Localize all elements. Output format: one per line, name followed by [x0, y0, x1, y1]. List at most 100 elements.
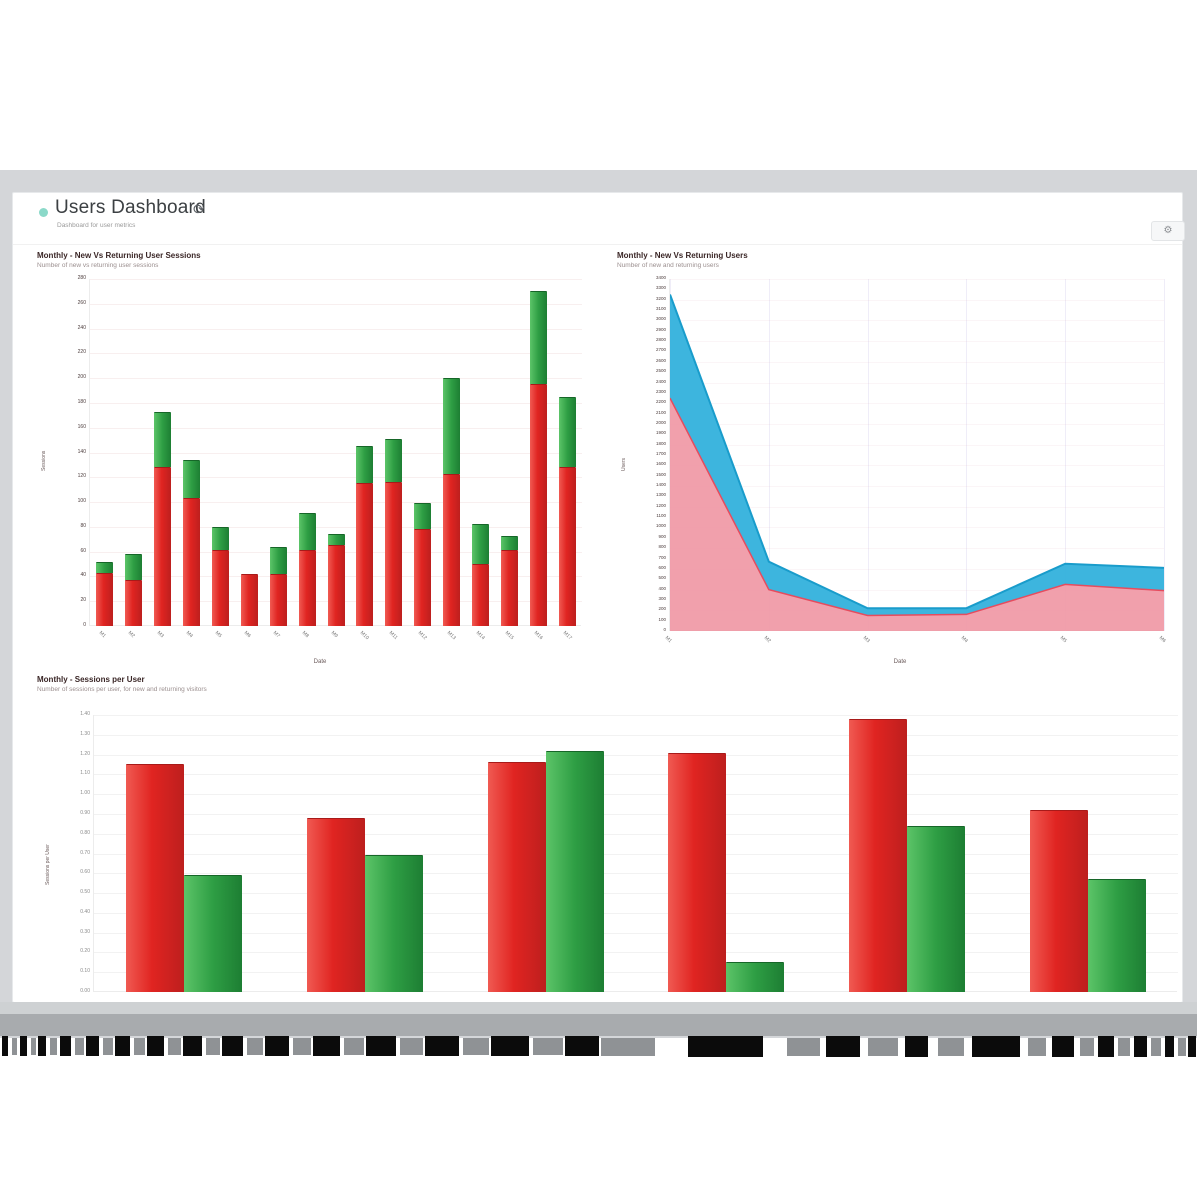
bottom-artifact-block — [313, 1036, 340, 1056]
bar-segment-red — [385, 482, 403, 626]
x-tick-label: M14 — [474, 630, 486, 642]
x-tick-label: M2 — [762, 635, 772, 645]
h-gridline — [94, 794, 1178, 796]
bottom-artifact-block — [247, 1038, 263, 1055]
y-tick-label: 3300 — [655, 285, 666, 291]
x-tick-label: M2 — [127, 630, 137, 640]
settings-button[interactable]: ⚙ — [1151, 221, 1185, 241]
bottom-artifact-block — [366, 1036, 396, 1056]
y-tick-label: 100 — [77, 498, 86, 505]
y-tick-label: 2100 — [655, 409, 666, 415]
h-gridline — [94, 715, 1178, 716]
bottom-artifact-block — [147, 1036, 164, 1056]
y-tick-label: 1.10 — [80, 770, 90, 777]
x-tick-label: M6 — [242, 630, 253, 640]
bottom-artifact-block — [60, 1036, 71, 1056]
y-axis-title: Sessions per User — [45, 844, 51, 885]
y-tick-label: 220 — [77, 349, 86, 356]
grouped-bar-red — [849, 718, 907, 992]
bottom-artifact-block — [972, 1036, 1020, 1057]
h-gridline — [94, 932, 1178, 934]
h-gridline — [90, 303, 582, 305]
bar-segment-red — [472, 564, 490, 626]
x-tick-label: M1 — [663, 635, 673, 645]
bottom-artifact-block — [826, 1036, 860, 1057]
bottom-artifact-block — [1028, 1038, 1046, 1056]
dashboard-card: Users Dashboard ⟳ Dashboard for user met… — [12, 192, 1185, 1003]
gear-icon: ⚙ — [1163, 225, 1173, 236]
y-tick-label: 0.30 — [80, 928, 90, 935]
y-tick-label: 0 — [663, 627, 666, 632]
y-tick-label: 800 — [658, 544, 666, 550]
v-gridline — [867, 279, 869, 631]
grouped-bar-red — [1029, 809, 1088, 992]
y-tick-label: 1.20 — [80, 750, 90, 757]
y-tick-label: 3000 — [655, 316, 666, 322]
bottom-artifact-block — [75, 1038, 84, 1055]
h-gridline — [90, 353, 582, 355]
bar-segment-red — [95, 572, 113, 626]
bottom-artifact-block — [344, 1038, 364, 1055]
bottom-artifact-block — [938, 1038, 964, 1056]
x-axis-title: Date — [893, 659, 907, 665]
y-tick-label: 0.10 — [80, 968, 90, 975]
grouped-bar-green — [365, 855, 423, 992]
grouped-bar-green — [1087, 879, 1146, 992]
bottom-bar[interactable] — [0, 1014, 1197, 1036]
bar-segment-green — [124, 554, 142, 581]
x-tick-label: M3 — [156, 630, 166, 640]
bar-segment-red — [356, 483, 374, 626]
bottom-artifact-block — [31, 1038, 36, 1055]
grouped-bar-green — [545, 750, 604, 992]
page-title: Users Dashboard — [55, 197, 206, 218]
y-tick-label: 2000 — [655, 419, 666, 425]
bottom-artifact-block — [265, 1036, 289, 1056]
h-gridline — [90, 477, 582, 479]
h-gridline — [94, 754, 1178, 756]
grouped-bar-green — [184, 875, 243, 992]
y-tick-label: 1700 — [655, 451, 666, 456]
h-gridline — [90, 402, 582, 404]
x-tick-label: M5 — [213, 630, 224, 640]
bottom-artifact-block — [1118, 1038, 1130, 1056]
refresh-icon[interactable]: ⟳ — [193, 201, 205, 217]
v-gridline — [768, 279, 770, 631]
bottom-artifact-block — [787, 1038, 820, 1056]
bottom-artifact-block — [222, 1036, 243, 1056]
h-gridline — [90, 328, 582, 330]
y-tick-label: 3100 — [655, 306, 666, 312]
plot-area: 0 100 200 300 400 500 600 700 800 900 1000 1100 1200… — [656, 275, 1167, 644]
y-tick-label: 2600 — [655, 357, 666, 363]
bottom-artifact-block — [293, 1038, 311, 1055]
x-tick-label: M15 — [503, 630, 515, 642]
h-gridline — [90, 502, 582, 504]
bar-segment-green — [153, 411, 171, 468]
chart-title: Monthly - Sessions per User — [37, 675, 145, 684]
bottom-artifact-block — [115, 1036, 130, 1056]
v-gridline — [966, 279, 968, 631]
bar-segment-red — [559, 467, 577, 626]
y-tick-label: 0.40 — [80, 908, 90, 915]
bar-segment-red — [298, 550, 316, 626]
grouped-bar-red — [307, 817, 365, 992]
stacked-area-svg — [670, 294, 1164, 631]
y-tick-label: 1300 — [655, 492, 666, 498]
bottom-artifact-block — [463, 1038, 489, 1055]
bar-segment-green — [443, 378, 461, 474]
y-tick-label: 500 — [658, 575, 666, 581]
bar-segment-green — [530, 291, 548, 385]
y-tick-label: 1800 — [655, 440, 666, 446]
bottom-artifact-block — [183, 1036, 202, 1056]
y-tick-label: 300 — [658, 595, 666, 601]
status-dot — [39, 208, 48, 217]
grouped-bar-green — [907, 825, 965, 992]
chart-subtitle: Number of new vs returning user sessions — [37, 262, 159, 269]
bottom-scroll-strip — [0, 1002, 1197, 1014]
bar-segment-red — [269, 573, 287, 626]
bottom-artifact-block — [601, 1038, 655, 1056]
y-tick-label: 0.50 — [80, 889, 90, 896]
y-tick-label: 40 — [80, 572, 86, 579]
y-tick-label: 3400 — [655, 275, 666, 280]
v-gridline — [1164, 279, 1165, 631]
y-tick-label: 140 — [77, 448, 86, 455]
